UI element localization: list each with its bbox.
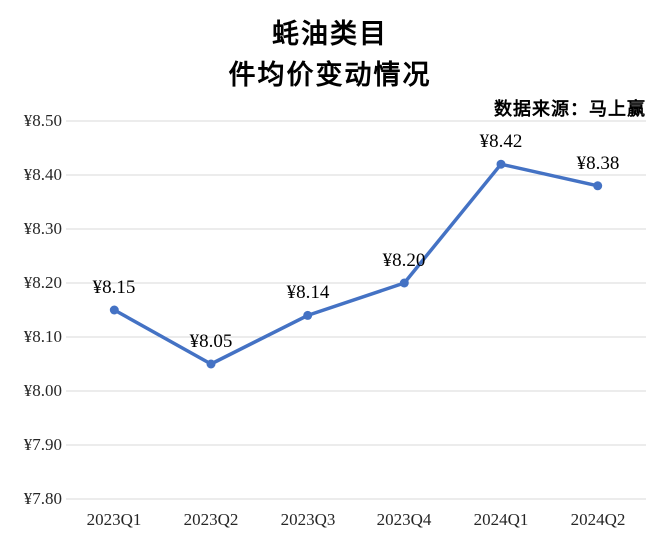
x-tick-label: 2023Q4: [376, 510, 432, 529]
data-point-label: ¥8.38: [576, 153, 620, 174]
data-point-marker: [399, 278, 409, 288]
y-tick-label: ¥8.00: [23, 381, 62, 400]
y-tick-label: ¥8.40: [23, 165, 62, 184]
y-tick-label: ¥8.50: [23, 111, 62, 130]
x-tick-label: 2024Q1: [473, 510, 529, 529]
chart-title-line1: 蚝油类目: [272, 19, 388, 49]
data-point-marker: [206, 359, 216, 369]
y-tick-label: ¥8.20: [23, 273, 62, 292]
y-tick-label: ¥8.30: [23, 219, 62, 238]
y-tick-label: ¥7.80: [23, 489, 62, 508]
chart-title-line2: 件均价变动情况: [228, 60, 432, 90]
x-tick-label: 2023Q2: [183, 510, 239, 529]
x-tick-label: 2024Q2: [570, 510, 626, 529]
y-tick-label: ¥7.90: [23, 435, 62, 454]
data-point-label: ¥8.15: [92, 277, 136, 298]
x-tick-label: 2023Q1: [86, 510, 142, 529]
data-point-marker: [303, 310, 313, 320]
data-point-marker: [109, 305, 119, 315]
data-point-marker: [496, 159, 506, 169]
data-point-label: ¥8.20: [382, 250, 426, 271]
x-tick-label: 2023Q3: [280, 510, 336, 529]
data-point-marker: [593, 181, 603, 191]
data-point-label: ¥8.42: [479, 131, 523, 152]
data-point-label: ¥8.14: [286, 282, 330, 303]
series-line: [112, 162, 600, 366]
y-tick-label: ¥8.10: [23, 327, 62, 346]
data-point-label: ¥8.05: [189, 331, 233, 352]
data-source-note: 数据来源：马上赢: [494, 99, 646, 119]
